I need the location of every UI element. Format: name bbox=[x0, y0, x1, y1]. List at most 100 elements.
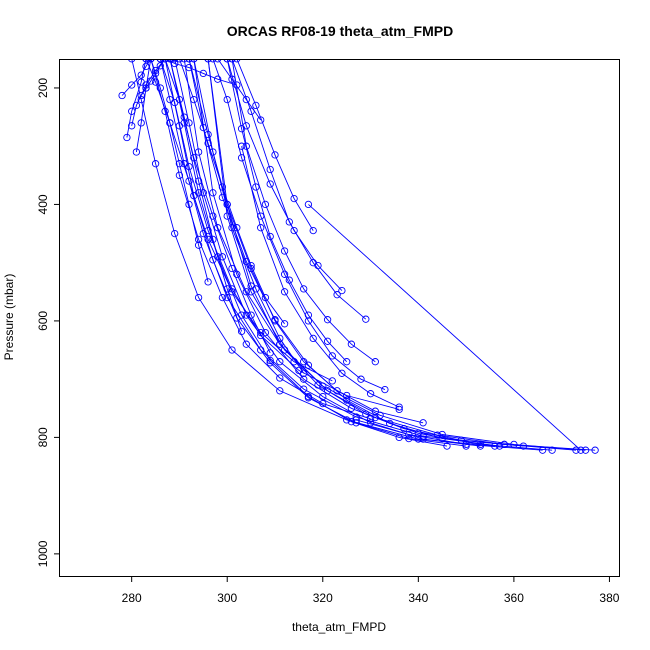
data-point bbox=[247, 311, 255, 319]
series-17 bbox=[209, 60, 389, 394]
x-axis-label: theta_atm_FMPD bbox=[292, 620, 386, 634]
data-point bbox=[266, 232, 274, 241]
series-line bbox=[169, 60, 243, 332]
data-point bbox=[538, 446, 547, 454]
data-point bbox=[395, 403, 403, 411]
data-point bbox=[180, 60, 188, 63]
data-point bbox=[357, 375, 365, 383]
data-point bbox=[252, 101, 260, 110]
data-point bbox=[228, 264, 236, 273]
series-33 bbox=[228, 60, 379, 366]
data-point bbox=[304, 311, 313, 319]
data-point bbox=[204, 139, 212, 147]
data-point bbox=[386, 419, 394, 428]
data-point bbox=[128, 60, 136, 63]
data-point bbox=[137, 71, 145, 79]
data-point bbox=[323, 316, 332, 324]
series-8 bbox=[190, 60, 528, 450]
data-point bbox=[118, 91, 126, 100]
data-point bbox=[577, 446, 585, 454]
series-line bbox=[131, 60, 495, 447]
data-point bbox=[366, 415, 375, 423]
data-point bbox=[128, 81, 136, 89]
series-26 bbox=[132, 60, 155, 156]
x-tick-label: 280 bbox=[122, 591, 142, 605]
x-tick-label: 360 bbox=[504, 591, 524, 605]
data-point bbox=[156, 62, 164, 70]
data-point bbox=[237, 154, 246, 162]
data-point bbox=[266, 165, 274, 174]
y-tick-label: 1000 bbox=[36, 540, 50, 567]
data-point bbox=[209, 256, 217, 264]
data-point bbox=[271, 151, 279, 159]
data-point bbox=[228, 346, 236, 354]
data-point bbox=[276, 358, 284, 366]
data-point bbox=[419, 435, 427, 443]
data-point bbox=[572, 446, 580, 454]
data-point bbox=[247, 261, 255, 270]
series-line bbox=[126, 60, 147, 138]
data-point bbox=[419, 419, 427, 427]
data-point bbox=[548, 446, 556, 454]
series-29 bbox=[166, 60, 246, 336]
y-tick-label: 200 bbox=[36, 78, 50, 98]
data-point bbox=[591, 446, 599, 454]
data-point bbox=[257, 224, 265, 232]
data-point bbox=[438, 434, 446, 443]
data-point bbox=[242, 288, 250, 296]
series-line bbox=[135, 60, 152, 153]
data-point bbox=[319, 392, 327, 401]
data-point bbox=[581, 446, 590, 454]
data-point bbox=[218, 183, 227, 191]
series-line bbox=[212, 60, 386, 391]
data-point bbox=[237, 125, 246, 133]
data-point bbox=[132, 148, 141, 156]
data-point bbox=[209, 212, 217, 220]
data-point bbox=[285, 218, 293, 226]
data-point bbox=[366, 390, 375, 398]
data-point bbox=[223, 95, 231, 104]
series-line bbox=[131, 60, 165, 126]
data-point bbox=[300, 369, 308, 377]
data-point bbox=[237, 142, 246, 150]
series-line bbox=[241, 146, 400, 408]
data-point bbox=[352, 419, 360, 427]
data-point bbox=[338, 286, 346, 295]
data-point bbox=[257, 328, 265, 337]
data-point bbox=[194, 293, 203, 302]
data-point bbox=[128, 122, 136, 130]
data-point bbox=[362, 315, 370, 323]
series-28 bbox=[147, 60, 212, 286]
data-point bbox=[242, 340, 250, 348]
data-point bbox=[194, 235, 203, 244]
data-point bbox=[381, 385, 389, 394]
data-point bbox=[309, 226, 317, 235]
data-point bbox=[266, 359, 274, 367]
data-point bbox=[371, 407, 379, 415]
data-point bbox=[395, 433, 403, 442]
series-line bbox=[146, 60, 333, 382]
data-point bbox=[309, 334, 317, 343]
data-point bbox=[319, 399, 327, 408]
data-point bbox=[314, 261, 322, 270]
data-point bbox=[333, 387, 341, 395]
series-line bbox=[227, 60, 343, 291]
data-point bbox=[338, 369, 346, 377]
data-point bbox=[137, 91, 145, 100]
data-point bbox=[276, 340, 284, 348]
data-point bbox=[462, 440, 470, 449]
data-point bbox=[371, 358, 379, 366]
data-point bbox=[352, 416, 360, 424]
data-point bbox=[218, 193, 227, 202]
data-point bbox=[328, 377, 336, 385]
data-point bbox=[185, 177, 193, 185]
series-13 bbox=[352, 416, 547, 454]
data-point bbox=[252, 183, 260, 191]
data-point bbox=[271, 316, 279, 324]
series-14 bbox=[304, 200, 585, 454]
data-point bbox=[199, 69, 207, 78]
y-tick-label: 400 bbox=[36, 194, 50, 214]
series-line bbox=[231, 60, 376, 363]
y-axis: 200 400 600 800 1000 bbox=[36, 78, 60, 567]
data-point bbox=[142, 81, 150, 89]
